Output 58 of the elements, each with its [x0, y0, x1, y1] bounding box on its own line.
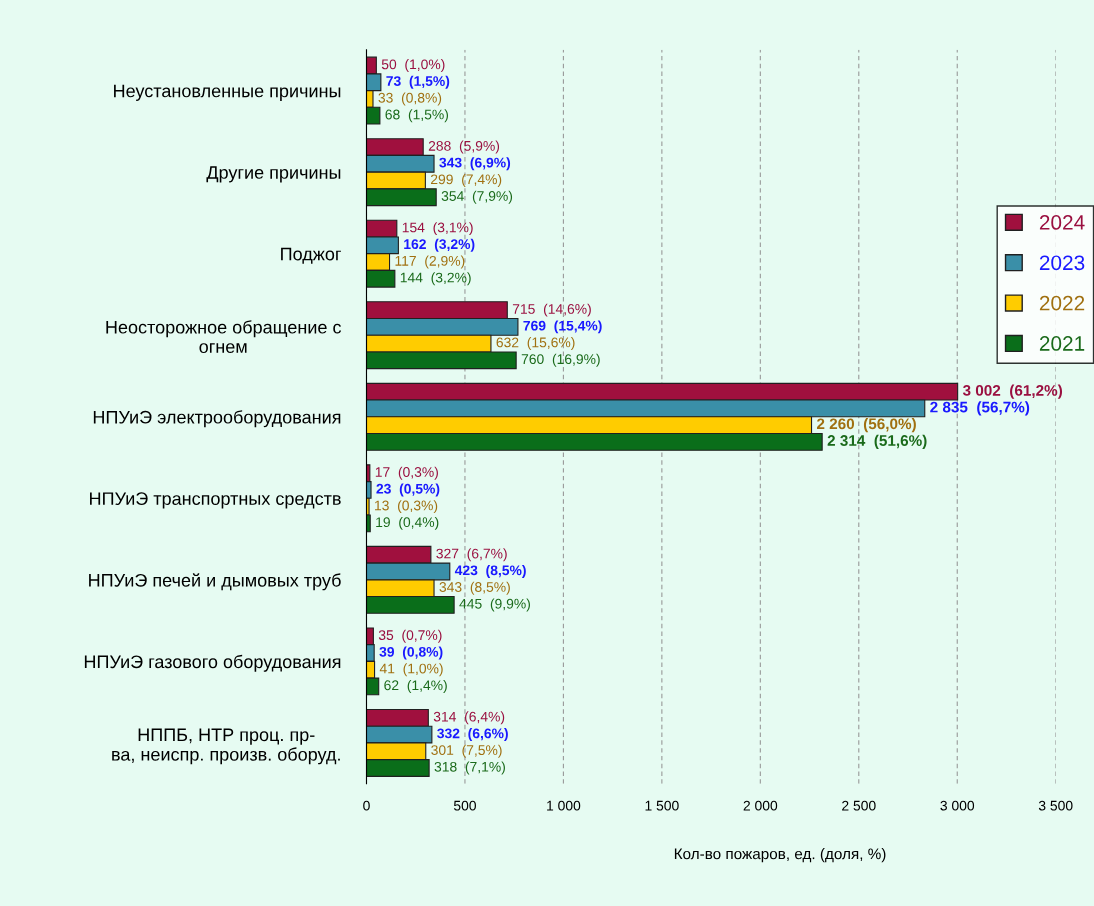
data-label: 343 (8,5%): [439, 581, 510, 595]
data-label: 19 (0,4%): [376, 516, 439, 530]
data-label: 162 (3,2%): [404, 238, 475, 252]
y-tick-label: Неустановленные причины: [114, 84, 341, 101]
data-label: 2 314 (51,6%): [827, 434, 927, 449]
data-label: 715 (14,6%): [512, 303, 591, 317]
data-label: 632 (15,6%): [496, 337, 575, 351]
data-label: 354 (7,9%): [441, 190, 513, 204]
x-tick-label: 1 500: [645, 800, 679, 811]
data-label: 33 (0,8%): [378, 92, 442, 106]
y-tick-label: НПУиЭ газового оборудования: [84, 654, 341, 672]
legend-label: 2022: [1039, 295, 1085, 311]
data-label: 332 (6,6%): [437, 728, 508, 742]
legend-label: 2024: [1039, 215, 1085, 230]
x-tick-label: 500: [453, 800, 476, 811]
x-tick-label: 1 000: [547, 800, 581, 811]
data-label: 50 (1,0%): [381, 59, 445, 72]
data-label: 423 (8,5%): [454, 565, 526, 578]
y-tick-label: Другие причины: [206, 166, 341, 183]
data-label: 318 (7,1%): [434, 761, 505, 775]
data-label: 23 (0,5%): [376, 483, 440, 497]
data-label: 39 (0,8%): [379, 646, 443, 660]
legend-label: 2023: [1039, 255, 1085, 271]
y-tick-label: НПУиЭ печей и дымовых труб: [89, 573, 341, 591]
data-label: 2 835 (56,7%): [930, 401, 1030, 416]
data-label: 327 (6,7%): [436, 548, 507, 562]
data-label: 144 (3,2%): [400, 272, 471, 286]
data-label: 3 002 (61,2%): [962, 384, 1063, 399]
y-tick-label: Поджог: [281, 247, 341, 264]
data-label: 73 (1,5%): [386, 75, 450, 89]
data-label: 68 (1,5%): [385, 109, 449, 123]
x-axis-title: Кол-во пожаров, ед. (доля, %): [674, 848, 886, 863]
data-label: 314 (6,4%): [433, 711, 505, 725]
x-tick-label: 2 500: [842, 800, 876, 811]
data-label: 17 (0,3%): [375, 466, 438, 480]
data-label: 13 (0,3%): [375, 500, 438, 514]
y-tick-label: НППБ, НТР проц. пр- ва, неиспр. произв. оборуд.: [112, 728, 340, 765]
x-tick-label: 3 500: [1038, 800, 1073, 811]
data-label: 288 (5,9%): [428, 140, 500, 154]
data-label: 41 (1,0%): [379, 663, 443, 677]
data-label: 2 260 (56,0%): [816, 418, 916, 433]
data-label: 343 (6,9%): [439, 157, 511, 171]
data-label: 35 (0,7%): [378, 629, 442, 643]
legend-label: 2021: [1039, 336, 1085, 351]
data-label: 445 (9,9%): [459, 598, 530, 612]
data-label: 299 (7,4%): [430, 174, 502, 187]
y-tick-label: НПУиЭ электрооборудования: [93, 410, 341, 428]
x-tick-label: 3 000: [940, 800, 975, 811]
y-tick-label: Неосторожное обращение с огнем: [106, 320, 342, 354]
data-label: 769 (15,4%): [523, 320, 602, 334]
data-label: 154 (3,1%): [402, 222, 473, 236]
data-label: 62 (1,4%): [384, 679, 447, 693]
data-label: 301 (7,5%): [431, 744, 502, 758]
y-tick-label: НПУиЭ транспортных средств: [90, 492, 341, 509]
x-tick-label: 0: [363, 800, 370, 811]
data-label: 117 (2,9%): [395, 255, 465, 269]
x-tick-label: 2 000: [743, 800, 778, 811]
data-label: 760 (16,9%): [521, 353, 600, 367]
